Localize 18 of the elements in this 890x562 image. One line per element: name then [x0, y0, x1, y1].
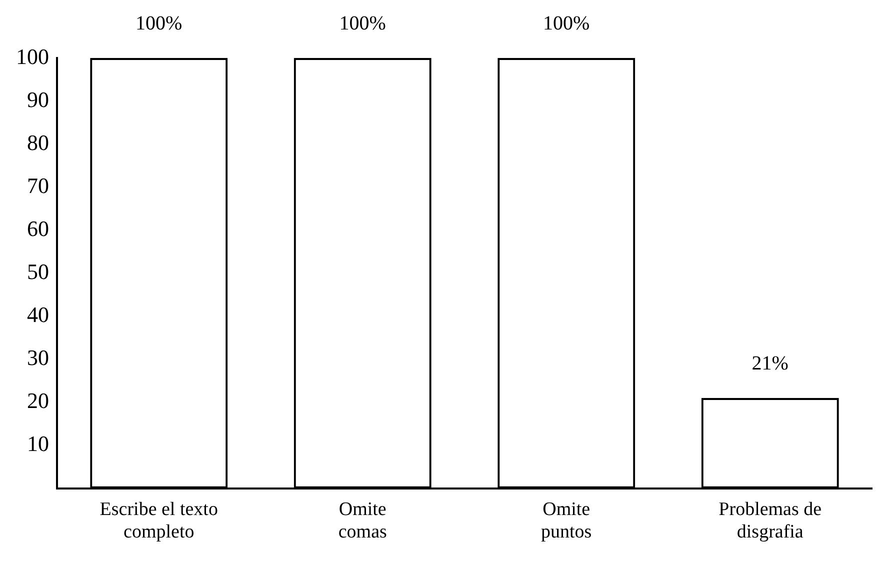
- x-tick-label: Omite puntos: [541, 498, 592, 543]
- y-tick-label: 40: [27, 302, 49, 328]
- y-tick-label: 50: [27, 258, 49, 284]
- y-tick-label: 90: [27, 86, 49, 112]
- y-tick-label: 100: [16, 44, 49, 69]
- x-tick-label: Problemas de disgrafia: [718, 498, 822, 543]
- data-label: 21%: [752, 352, 788, 374]
- data-label: 100%: [339, 12, 386, 34]
- y-tick-label: 70: [27, 172, 49, 198]
- y-tick-label: 20: [27, 388, 49, 414]
- data-label: 100%: [543, 12, 590, 34]
- y-tick-label: 80: [27, 130, 49, 155]
- x-tick-label: Escribe el texto completo: [100, 498, 218, 543]
- data-label: 100%: [136, 12, 182, 34]
- y-tick-label: 10: [27, 431, 49, 456]
- x-tick-label: Omite comas: [338, 498, 387, 543]
- y-tick-label: 30: [27, 345, 49, 370]
- y-tick-label: 60: [27, 216, 49, 241]
